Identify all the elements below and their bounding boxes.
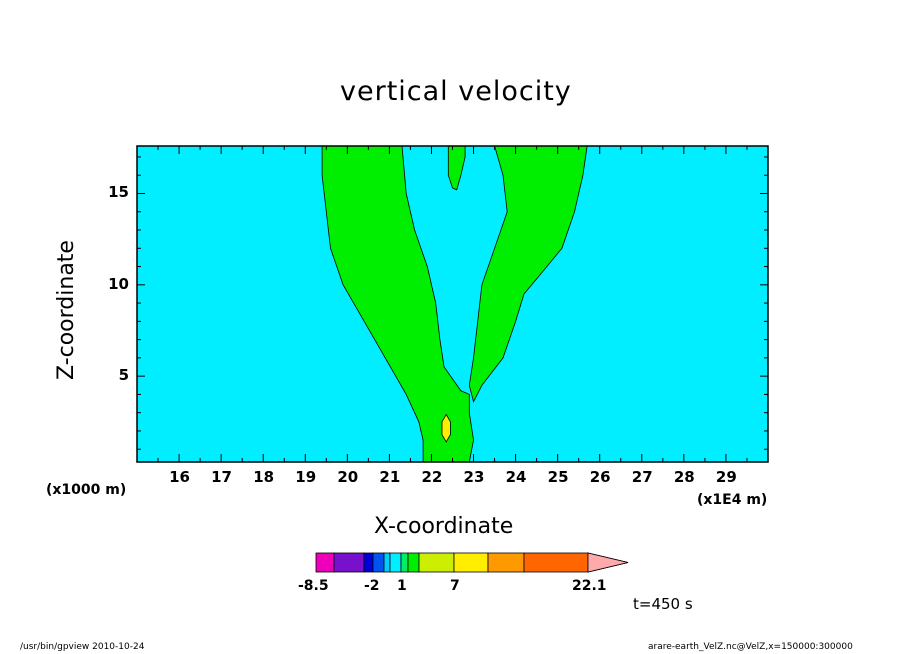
x-tick-label: 16 bbox=[169, 468, 190, 486]
x-tick-label: 17 bbox=[211, 468, 232, 486]
colorbar-tick-label: 22.1 bbox=[572, 578, 607, 594]
plot-frame bbox=[136, 145, 769, 463]
time-label: t=450 s bbox=[633, 595, 693, 613]
colorbar-tick-label: 7 bbox=[450, 578, 460, 594]
x-axis-label: X-coordinate bbox=[374, 514, 514, 539]
footer-left: /usr/bin/gpview 2010-10-24 bbox=[20, 642, 145, 652]
contour-region-left-plume bbox=[321, 145, 474, 463]
colorbar-swatch bbox=[453, 552, 489, 573]
colorbar-swatch bbox=[407, 552, 420, 573]
x-tick-label: 25 bbox=[547, 468, 569, 486]
y-tick-label: 5 bbox=[118, 366, 129, 385]
y-axis-label: Z-coordinate bbox=[54, 240, 79, 380]
colorbar-swatch bbox=[487, 552, 525, 573]
y-tick-label: 10 bbox=[108, 274, 129, 293]
colorbar-swatch bbox=[315, 552, 335, 573]
x-axis-unit: (x1E4 m) bbox=[697, 492, 768, 508]
colorbar-tick-label: 1 bbox=[397, 578, 407, 594]
x-tick-label: 28 bbox=[673, 468, 695, 486]
x-tick-label: 23 bbox=[463, 468, 485, 486]
footer-right: arare-earth_VelZ.nc@VelZ,x=150000:300000 bbox=[648, 642, 853, 652]
contour-region-top-tongue bbox=[447, 145, 466, 191]
x-tick-label: 27 bbox=[631, 468, 653, 486]
contour-region-core-maximum bbox=[441, 413, 451, 443]
colorbar-swatch bbox=[418, 552, 455, 573]
colorbar-swatch bbox=[372, 552, 385, 573]
colorbar-swatch bbox=[523, 552, 589, 573]
contour-region-right-plume bbox=[468, 145, 588, 403]
x-tick-label: 26 bbox=[589, 468, 611, 486]
y-axis-unit: (x1000 m) bbox=[46, 482, 127, 498]
x-tick-label: 21 bbox=[379, 468, 401, 486]
colorbar bbox=[315, 552, 629, 573]
colorbar-swatch bbox=[383, 552, 391, 573]
x-tick-label: 18 bbox=[253, 468, 275, 486]
contour-regions bbox=[137, 145, 768, 463]
colorbar-arrow bbox=[587, 552, 629, 573]
colorbar-tick-label: -2 bbox=[364, 578, 380, 594]
x-tick-label: 29 bbox=[715, 468, 737, 486]
colorbar-swatch bbox=[400, 552, 409, 573]
colorbar-swatch bbox=[389, 552, 402, 573]
y-tick-label: 15 bbox=[108, 183, 129, 202]
x-tick-label: 20 bbox=[337, 468, 359, 486]
x-tick-label: 24 bbox=[505, 468, 527, 486]
chart-title: vertical velocity bbox=[340, 76, 572, 107]
x-tick-label: 22 bbox=[421, 468, 443, 486]
colorbar-swatch bbox=[333, 552, 365, 573]
colorbar-swatch bbox=[363, 552, 374, 573]
colorbar-tick-label: -8.5 bbox=[298, 578, 329, 594]
x-tick-label: 19 bbox=[295, 468, 317, 486]
